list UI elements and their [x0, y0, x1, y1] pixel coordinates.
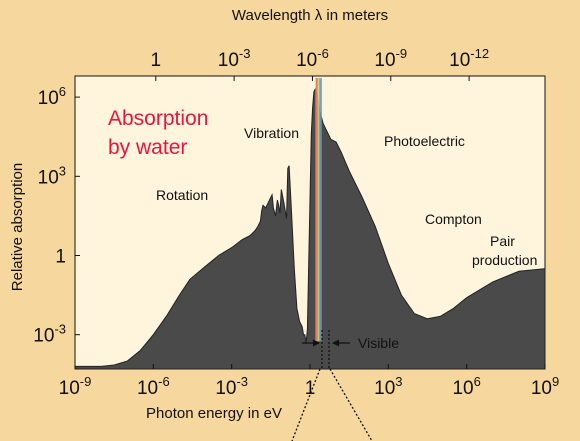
pair-annotation: Pair [490, 233, 515, 249]
rotation-annotation: Rotation [156, 187, 208, 203]
zoom-guide-left [291, 368, 321, 441]
bottom-tick-label: 10-3 [215, 374, 248, 399]
bottom-tick-label: 103 [374, 374, 402, 399]
absorption-area [74, 88, 546, 370]
production-annotation: production [472, 252, 537, 268]
bottom-ticks: 10-9 10-6 10-3 1 103 106 109 [59, 364, 559, 399]
top-tick-label: 10-9 [374, 46, 407, 71]
visible-stripe [318, 78, 320, 342]
bottom-tick-label: 109 [531, 374, 559, 399]
top-tick-label: 10-3 [218, 46, 251, 71]
top-tick-label: 1 [150, 50, 161, 71]
visible-arrow-right-head [332, 339, 339, 347]
visible-band [315, 78, 322, 342]
visible-stripe [317, 78, 319, 342]
visible-stripe [315, 78, 317, 342]
top-tick-label: 10-12 [449, 46, 489, 71]
left-tick-label: 103 [38, 163, 66, 188]
visible-stripe [320, 78, 322, 342]
left-tick-label: 1 [55, 246, 66, 267]
vibration-annotation: Vibration [244, 125, 299, 141]
bottom-tick-label: 10-9 [59, 374, 92, 399]
top-tick-label: 10-6 [296, 46, 329, 71]
top-axis-title: Wavelength λ in meters [232, 7, 388, 24]
visible-arrow-left-head [313, 339, 320, 347]
compton-annotation: Compton [425, 211, 482, 227]
left-tick-label: 106 [38, 84, 66, 109]
bottom-tick-label: 1 [305, 378, 316, 399]
bottom-tick-label: 10-6 [137, 374, 170, 399]
left-tick-label: 10-3 [33, 322, 66, 347]
left-ticks: 106 103 1 10-3 [33, 84, 80, 347]
zoom-guide-right [329, 368, 373, 441]
y-axis-title: Relative absorption [9, 163, 26, 291]
visible-stripe [316, 78, 318, 342]
x-axis-title: Photon energy in eV [146, 405, 282, 422]
absorption-annotation: Absorption [108, 107, 208, 130]
top-ticks: 1 10-3 10-6 10-9 10-12 [150, 46, 489, 81]
visible-stripe [319, 78, 321, 342]
visible-annotation: Visible [358, 335, 399, 351]
photoelectric-annotation: Photoelectric [384, 133, 465, 149]
by-water-annotation: by water [108, 136, 187, 159]
bottom-tick-label: 106 [452, 374, 480, 399]
